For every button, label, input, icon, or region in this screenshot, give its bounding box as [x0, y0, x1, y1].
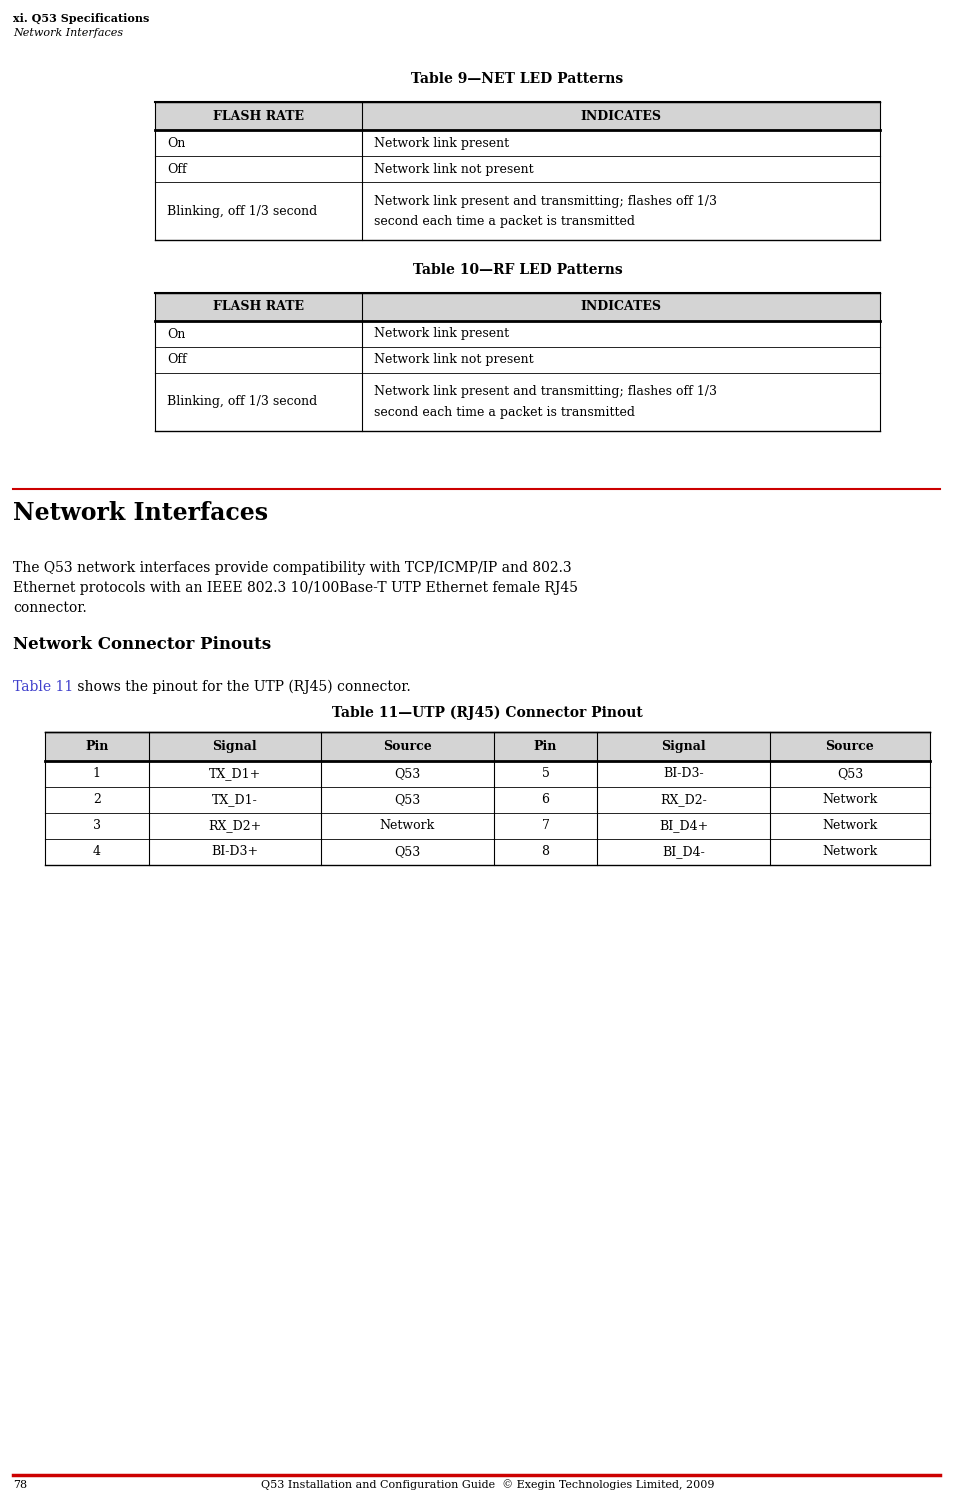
Text: Q53 Installation and Configuration Guide  © Exegin Technologies Limited, 2009: Q53 Installation and Configuration Guide…: [260, 1479, 715, 1489]
Text: Table 10—RF LED Patterns: Table 10—RF LED Patterns: [412, 263, 622, 277]
Text: TX_D1-: TX_D1-: [212, 792, 257, 806]
Text: The Q53 network interfaces provide compatibility with TCP/ICMP/IP and 802.3
Ethe: The Q53 network interfaces provide compa…: [13, 561, 578, 615]
Text: Network: Network: [822, 845, 878, 857]
Text: Off: Off: [167, 163, 186, 175]
Text: Pin: Pin: [85, 739, 108, 753]
Text: shows the pinout for the UTP (RJ45) connector.: shows the pinout for the UTP (RJ45) conn…: [73, 680, 410, 694]
Text: Network link not present: Network link not present: [373, 354, 533, 366]
Text: Network link present: Network link present: [373, 328, 509, 340]
Text: second each time a packet is transmitted: second each time a packet is transmitted: [373, 405, 635, 419]
Text: BI-D3+: BI-D3+: [212, 845, 258, 857]
Text: Table 11—UTP (RJ45) Connector Pinout: Table 11—UTP (RJ45) Connector Pinout: [332, 706, 643, 720]
Text: Q53: Q53: [394, 792, 420, 806]
Text: 2: 2: [93, 792, 100, 806]
Text: Network link present: Network link present: [373, 138, 509, 150]
Text: Network: Network: [822, 820, 878, 832]
Bar: [45, 732, 930, 761]
Text: Blinking, off 1/3 second: Blinking, off 1/3 second: [167, 206, 317, 218]
Text: FLASH RATE: FLASH RATE: [213, 110, 304, 122]
Bar: [155, 346, 880, 373]
Text: 4: 4: [93, 845, 100, 857]
Text: 3: 3: [93, 820, 100, 832]
Text: Signal: Signal: [213, 739, 257, 753]
Text: second each time a packet is transmitted: second each time a packet is transmitted: [373, 215, 635, 228]
Text: Network Interfaces: Network Interfaces: [13, 500, 268, 525]
Text: Off: Off: [167, 354, 186, 366]
Text: RX_D2+: RX_D2+: [209, 820, 261, 832]
Text: 1: 1: [93, 767, 100, 780]
Text: Table 9—NET LED Patterns: Table 9—NET LED Patterns: [411, 73, 624, 86]
Text: Pin: Pin: [533, 739, 557, 753]
Text: 5: 5: [541, 767, 549, 780]
Bar: [155, 183, 880, 240]
Text: Signal: Signal: [661, 739, 706, 753]
Bar: [155, 292, 880, 321]
Text: Q53: Q53: [837, 767, 863, 780]
Bar: [155, 157, 880, 183]
Bar: [155, 101, 880, 130]
Bar: [45, 761, 930, 786]
Text: xi. Q53 Specifications: xi. Q53 Specifications: [13, 14, 149, 24]
Text: Network link not present: Network link not present: [373, 163, 533, 175]
Text: Network Interfaces: Network Interfaces: [13, 29, 123, 38]
Text: Network Connector Pinouts: Network Connector Pinouts: [13, 637, 271, 653]
Text: Network link present and transmitting; flashes off 1/3: Network link present and transmitting; f…: [373, 195, 717, 207]
Text: Source: Source: [826, 739, 875, 753]
Bar: [155, 373, 880, 431]
Text: Source: Source: [383, 739, 432, 753]
Text: BI-D3-: BI-D3-: [663, 767, 704, 780]
Bar: [155, 130, 880, 157]
Text: Blinking, off 1/3 second: Blinking, off 1/3 second: [167, 396, 317, 408]
Text: Q53: Q53: [394, 845, 420, 857]
Text: RX_D2-: RX_D2-: [660, 792, 707, 806]
Text: 7: 7: [541, 820, 549, 832]
Bar: [45, 839, 930, 865]
Text: 78: 78: [13, 1480, 27, 1489]
Text: TX_D1+: TX_D1+: [209, 767, 261, 780]
Bar: [155, 321, 880, 346]
Text: On: On: [167, 328, 185, 340]
Text: INDICATES: INDICATES: [580, 110, 661, 122]
Text: Network: Network: [822, 792, 878, 806]
Text: Network: Network: [380, 820, 435, 832]
Text: 6: 6: [541, 792, 550, 806]
Text: Q53: Q53: [394, 767, 420, 780]
Bar: [45, 786, 930, 812]
Text: BI_D4-: BI_D4-: [662, 845, 705, 857]
Bar: [45, 812, 930, 839]
Text: On: On: [167, 138, 185, 150]
Text: FLASH RATE: FLASH RATE: [213, 301, 304, 313]
Text: Network link present and transmitting; flashes off 1/3: Network link present and transmitting; f…: [373, 386, 717, 398]
Text: INDICATES: INDICATES: [580, 301, 661, 313]
Text: BI_D4+: BI_D4+: [659, 820, 708, 832]
Text: 8: 8: [541, 845, 550, 857]
Text: Table 11: Table 11: [13, 680, 73, 694]
